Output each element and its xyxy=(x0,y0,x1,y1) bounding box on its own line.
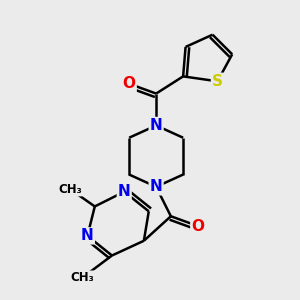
Text: N: N xyxy=(150,118,163,133)
Text: N: N xyxy=(118,184,130,199)
Text: N: N xyxy=(81,228,94,243)
Text: CH₃: CH₃ xyxy=(58,183,82,196)
Text: O: O xyxy=(123,76,136,91)
Text: S: S xyxy=(212,74,223,89)
Text: N: N xyxy=(150,179,163,194)
Text: O: O xyxy=(191,219,204,234)
Text: CH₃: CH₃ xyxy=(70,271,94,284)
